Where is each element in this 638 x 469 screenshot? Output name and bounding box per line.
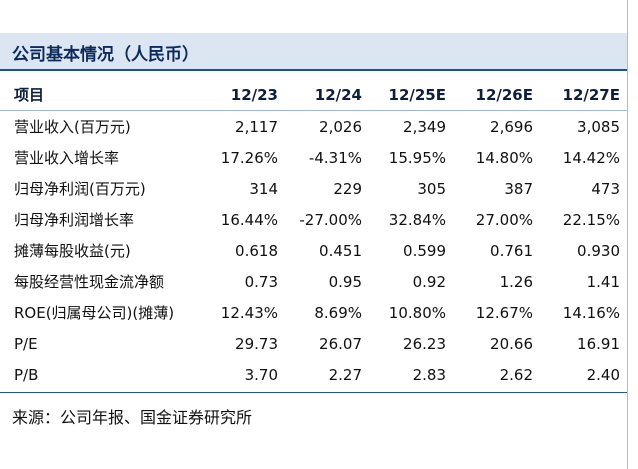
cell: 2.62 <box>499 366 533 384</box>
cell: 14.42% <box>562 149 620 167</box>
bottom-rule <box>0 392 628 393</box>
cell: 12.43% <box>220 304 278 322</box>
row-label: 营业收入(百万元) <box>14 118 131 136</box>
cell: 314 <box>249 180 278 198</box>
cell: 305 <box>417 180 446 198</box>
cell: 229 <box>333 180 362 198</box>
cell: 0.73 <box>244 273 278 291</box>
cell: 2.27 <box>328 366 362 384</box>
cell: 1.26 <box>499 273 533 291</box>
cell: 26.07 <box>319 335 362 353</box>
cell: 29.73 <box>235 335 278 353</box>
header-rule <box>0 110 628 111</box>
column-header: 12/25E <box>388 86 446 104</box>
cell: -27.00% <box>299 211 362 229</box>
title-rule <box>0 69 628 71</box>
column-header: 12/24 <box>314 86 362 104</box>
row-label: 归母净利润(百万元) <box>14 180 146 198</box>
source: 来源：公司年报、国金证券研究所 <box>12 408 253 427</box>
cell: 1.41 <box>586 273 620 291</box>
row-label: 归母净利润增长率 <box>14 211 135 229</box>
cell: 473 <box>591 180 620 198</box>
right-border <box>627 0 628 469</box>
row-label: P/B <box>14 366 39 384</box>
row-label: 每股经营性现金流净额 <box>14 273 165 291</box>
cell: 2,349 <box>403 118 446 136</box>
cell: 12.67% <box>475 304 533 322</box>
cell: 0.761 <box>490 242 533 260</box>
row-label: ROE(归属母公司)(摊薄) <box>14 304 175 322</box>
cell: 14.80% <box>475 149 533 167</box>
cell: 0.618 <box>235 242 278 260</box>
cell: 22.15% <box>562 211 620 229</box>
cell: 32.84% <box>388 211 446 229</box>
cell: 0.599 <box>403 242 446 260</box>
cell: 16.91 <box>577 335 620 353</box>
cell: 0.451 <box>319 242 362 260</box>
cell: 387 <box>504 180 533 198</box>
cell: 20.66 <box>490 335 533 353</box>
cell: 14.16% <box>562 304 620 322</box>
column-header: 12/23 <box>230 86 278 104</box>
cell: 27.00% <box>475 211 533 229</box>
cell: 15.95% <box>388 149 446 167</box>
cell: 0.95 <box>328 273 362 291</box>
row-label: P/E <box>14 335 38 353</box>
cell: 3.70 <box>244 366 278 384</box>
cell: 16.44% <box>220 211 278 229</box>
column-header: 项目 <box>14 86 45 104</box>
row-label: 营业收入增长率 <box>14 149 120 167</box>
cell: 2,117 <box>235 118 278 136</box>
column-header: 12/26E <box>475 86 533 104</box>
title: 公司基本情况（人民币） <box>12 45 199 65</box>
cell: 3,085 <box>577 118 620 136</box>
cell: 26.23 <box>403 335 446 353</box>
cell: 8.69% <box>314 304 362 322</box>
cell: 17.26% <box>220 149 278 167</box>
title-band <box>0 33 628 69</box>
cell: 2,026 <box>319 118 362 136</box>
cell: 2.40 <box>586 366 620 384</box>
row-label: 摊薄每股收益(元) <box>14 242 131 260</box>
cell: 0.92 <box>412 273 446 291</box>
cell: -4.31% <box>308 149 362 167</box>
cell: 2.83 <box>412 366 446 384</box>
column-header: 12/27E <box>562 86 620 104</box>
cell: 2,696 <box>490 118 533 136</box>
cell: 10.80% <box>388 304 446 322</box>
cell: 0.930 <box>577 242 620 260</box>
